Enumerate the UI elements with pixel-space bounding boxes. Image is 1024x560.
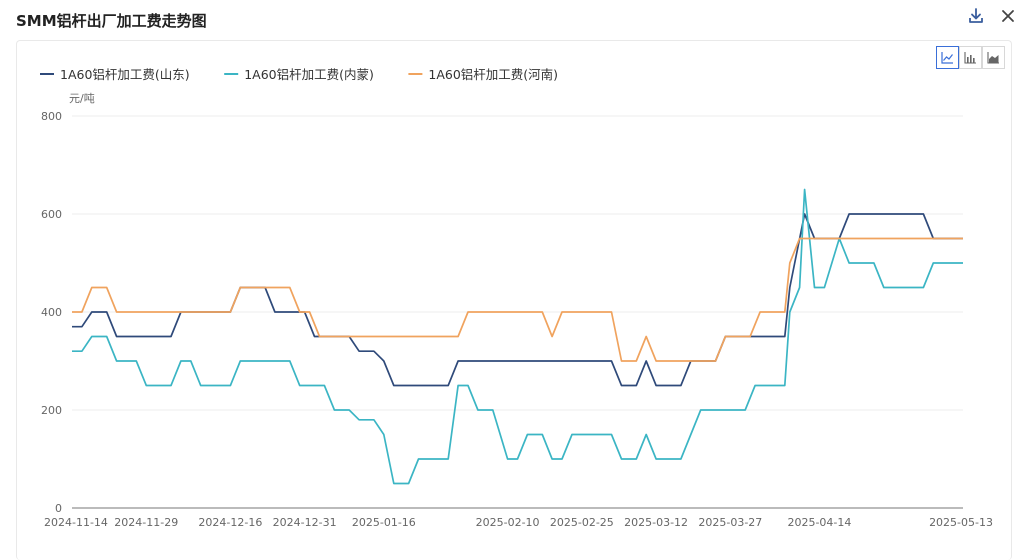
- line-chart-icon: [941, 52, 953, 64]
- series-line: [72, 237, 963, 362]
- x-tick-label: 2025-02-10: [476, 516, 540, 529]
- page-title: SMM铝杆出厂加工费走势图: [16, 12, 207, 30]
- area-chart-icon: [987, 52, 999, 64]
- x-tick-label: 2024-11-29: [114, 516, 178, 529]
- y-tick-label: 0: [55, 502, 62, 515]
- x-tick-label: 2024-11-14: [44, 516, 108, 529]
- x-tick-label: 2025-01-16: [352, 516, 416, 529]
- series-line: [72, 188, 963, 485]
- legend-label: 1A60铝杆加工费(山东): [60, 67, 190, 82]
- y-tick-label: 400: [41, 306, 62, 319]
- x-tick-label: 2025-04-14: [787, 516, 851, 529]
- legend-label: 1A60铝杆加工费(河南): [428, 67, 558, 82]
- x-tick-label: 2024-12-31: [273, 516, 337, 529]
- bar-chart-icon: [964, 52, 976, 64]
- x-tick-label: 2025-03-12: [624, 516, 688, 529]
- x-tick-label: 2025-03-27: [698, 516, 762, 529]
- download-icon[interactable]: [966, 6, 986, 26]
- x-tick-label: 2025-02-25: [550, 516, 614, 529]
- chart-panel: [16, 40, 1012, 560]
- legend-label: 1A60铝杆加工费(内蒙): [244, 67, 374, 82]
- x-tick-label: 2025-05-13: [929, 516, 993, 529]
- x-tick-label: 2024-12-16: [198, 516, 262, 529]
- y-tick-label: 800: [41, 110, 62, 123]
- series-line: [72, 213, 963, 387]
- y-tick-label: 600: [41, 208, 62, 221]
- close-icon[interactable]: [998, 6, 1018, 26]
- area-chart-button[interactable]: [982, 46, 1005, 69]
- bar-chart-button[interactable]: [959, 46, 982, 69]
- y-tick-label: 200: [41, 404, 62, 417]
- line-chart-button[interactable]: [936, 46, 959, 69]
- y-unit-label: 元/吨: [69, 92, 95, 105]
